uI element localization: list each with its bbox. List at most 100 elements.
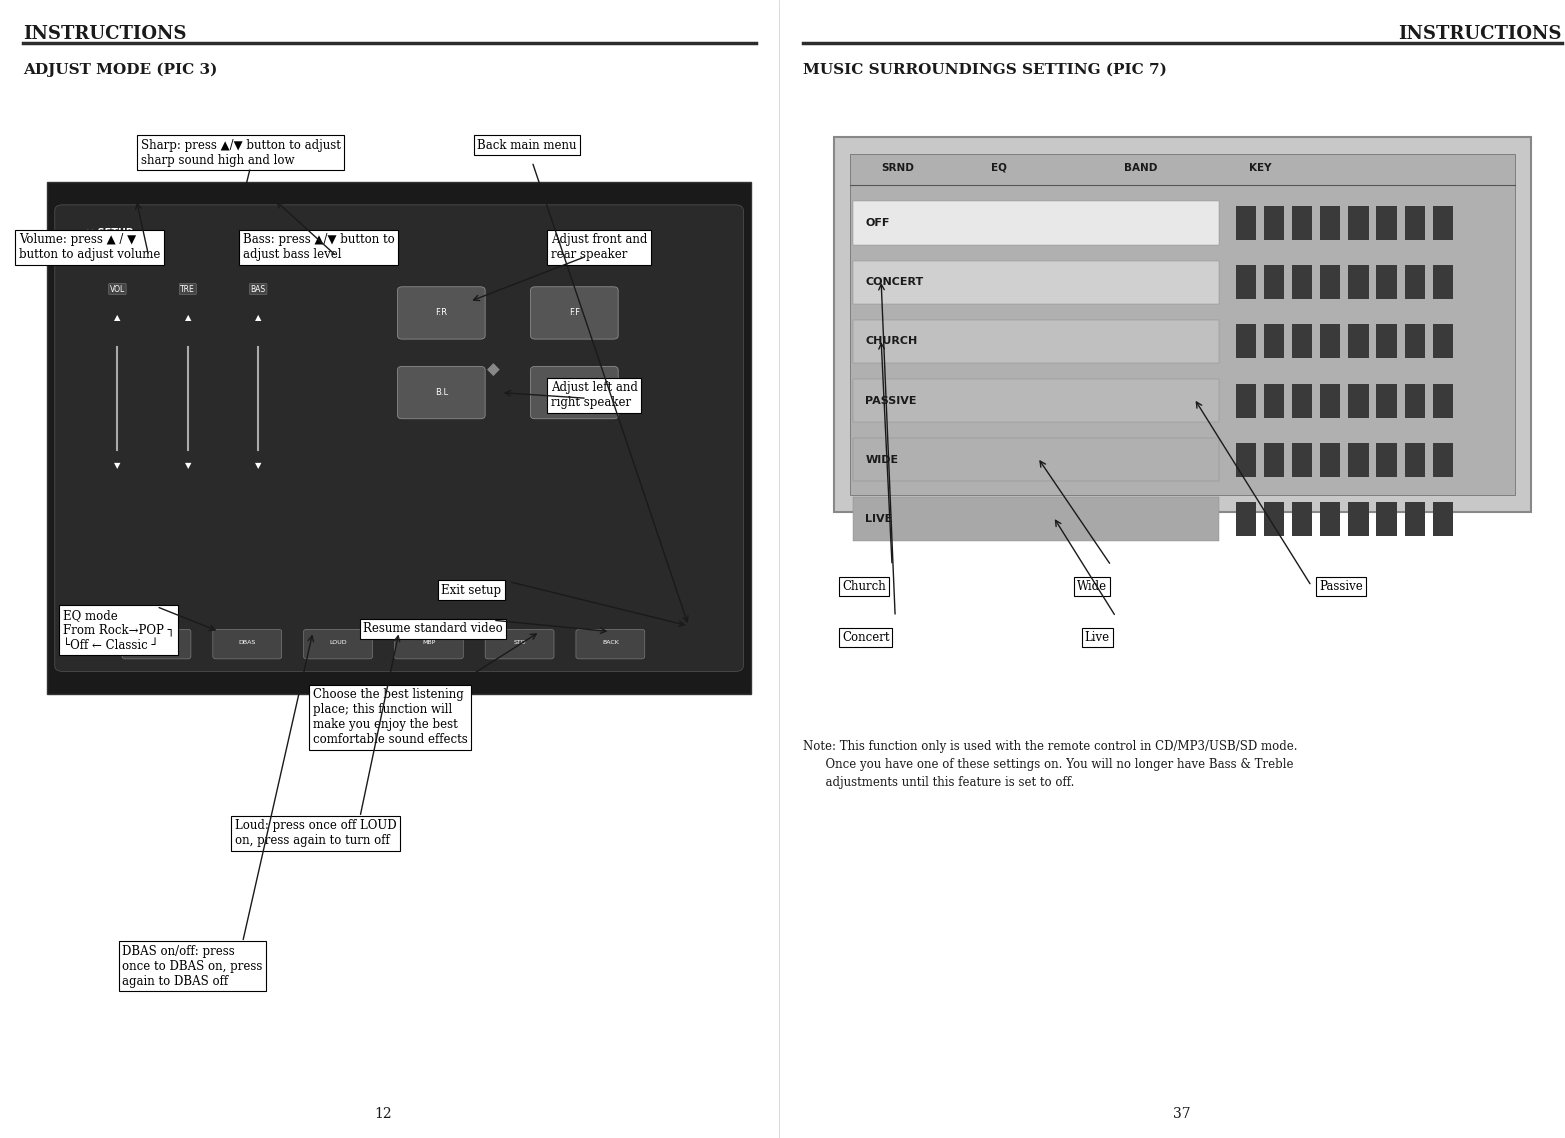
FancyBboxPatch shape xyxy=(1434,206,1452,240)
Text: 37: 37 xyxy=(1172,1107,1191,1121)
FancyBboxPatch shape xyxy=(853,201,1219,245)
Text: ▲: ▲ xyxy=(114,313,121,322)
FancyBboxPatch shape xyxy=(1405,443,1424,477)
Text: Sharp: press ▲/▼ button to adjust
sharp sound high and low: Sharp: press ▲/▼ button to adjust sharp … xyxy=(141,139,341,167)
FancyBboxPatch shape xyxy=(1236,324,1255,358)
FancyBboxPatch shape xyxy=(1347,324,1368,358)
FancyBboxPatch shape xyxy=(1236,384,1255,418)
Text: F.F: F.F xyxy=(568,308,581,318)
Text: PASSIVE: PASSIVE xyxy=(865,396,917,405)
FancyBboxPatch shape xyxy=(531,366,618,419)
Text: Adjust front and
rear speaker: Adjust front and rear speaker xyxy=(551,233,648,262)
Text: LOUD: LOUD xyxy=(329,641,347,645)
Text: VOL: VOL xyxy=(110,284,125,294)
Text: Concert: Concert xyxy=(842,630,889,644)
FancyBboxPatch shape xyxy=(1434,502,1452,536)
Text: Back main menu: Back main menu xyxy=(477,139,577,151)
Text: Resume standard video: Resume standard video xyxy=(363,622,502,635)
FancyBboxPatch shape xyxy=(853,379,1219,422)
Text: MUSIC SURROUNDINGS SETTING (PIC 7): MUSIC SURROUNDINGS SETTING (PIC 7) xyxy=(803,63,1167,76)
Text: TRE: TRE xyxy=(180,284,196,294)
Text: ▼: ▼ xyxy=(114,461,121,470)
Text: INSTRUCTIONS: INSTRUCTIONS xyxy=(1399,25,1562,43)
FancyBboxPatch shape xyxy=(398,366,485,419)
FancyBboxPatch shape xyxy=(1377,384,1398,418)
Text: SRND: SRND xyxy=(881,163,914,173)
Text: ▼: ▼ xyxy=(185,461,191,470)
FancyBboxPatch shape xyxy=(1319,384,1340,418)
FancyBboxPatch shape xyxy=(1236,502,1255,536)
FancyBboxPatch shape xyxy=(1293,324,1311,358)
FancyBboxPatch shape xyxy=(531,287,618,339)
FancyBboxPatch shape xyxy=(576,629,645,659)
Text: Exit setup: Exit setup xyxy=(441,584,501,596)
FancyBboxPatch shape xyxy=(485,629,554,659)
FancyBboxPatch shape xyxy=(1377,324,1398,358)
FancyBboxPatch shape xyxy=(850,154,1515,495)
FancyBboxPatch shape xyxy=(1319,265,1340,299)
Text: MBP: MBP xyxy=(423,641,435,645)
Text: KEY: KEY xyxy=(1249,163,1271,173)
FancyBboxPatch shape xyxy=(1265,443,1283,477)
FancyBboxPatch shape xyxy=(1377,206,1398,240)
Text: B.R: B.R xyxy=(567,388,582,397)
FancyBboxPatch shape xyxy=(1265,206,1283,240)
FancyBboxPatch shape xyxy=(47,182,751,694)
FancyBboxPatch shape xyxy=(1347,206,1368,240)
Text: CHURCH: CHURCH xyxy=(865,337,917,346)
Text: Wide: Wide xyxy=(1077,579,1106,593)
Text: DBAS: DBAS xyxy=(238,641,257,645)
FancyBboxPatch shape xyxy=(1265,502,1283,536)
FancyBboxPatch shape xyxy=(1319,206,1340,240)
FancyBboxPatch shape xyxy=(1319,502,1340,536)
Text: INSTRUCTIONS: INSTRUCTIONS xyxy=(23,25,186,43)
Text: BAS: BAS xyxy=(250,284,266,294)
FancyBboxPatch shape xyxy=(394,629,463,659)
FancyBboxPatch shape xyxy=(1265,324,1283,358)
FancyBboxPatch shape xyxy=(1405,324,1424,358)
Text: BAND: BAND xyxy=(1124,163,1157,173)
FancyBboxPatch shape xyxy=(1293,502,1311,536)
Text: LIVE: LIVE xyxy=(865,514,892,523)
FancyBboxPatch shape xyxy=(1347,502,1368,536)
FancyBboxPatch shape xyxy=(853,438,1219,481)
FancyBboxPatch shape xyxy=(1434,324,1452,358)
Text: Adjust left and
right speaker: Adjust left and right speaker xyxy=(551,381,639,410)
Text: ▼: ▼ xyxy=(255,461,261,470)
FancyBboxPatch shape xyxy=(853,497,1219,541)
FancyBboxPatch shape xyxy=(1265,384,1283,418)
Text: BACK: BACK xyxy=(603,641,618,645)
FancyBboxPatch shape xyxy=(1293,384,1311,418)
FancyBboxPatch shape xyxy=(1319,443,1340,477)
Text: CONCERT: CONCERT xyxy=(865,278,923,287)
FancyBboxPatch shape xyxy=(1434,384,1452,418)
Text: Choose the best listening
place; this function will
make you enjoy the best
comf: Choose the best listening place; this fu… xyxy=(313,688,468,747)
FancyBboxPatch shape xyxy=(1265,265,1283,299)
FancyBboxPatch shape xyxy=(1405,206,1424,240)
FancyBboxPatch shape xyxy=(1293,206,1311,240)
FancyBboxPatch shape xyxy=(122,629,191,659)
FancyBboxPatch shape xyxy=(1405,265,1424,299)
FancyBboxPatch shape xyxy=(1347,265,1368,299)
Text: Live: Live xyxy=(1085,630,1110,644)
Text: DBAS on/off: press
once to DBAS on, press
again to DBAS off: DBAS on/off: press once to DBAS on, pres… xyxy=(122,945,263,988)
Text: WIDE: WIDE xyxy=(865,455,898,464)
Text: OFF: OFF xyxy=(865,218,890,228)
FancyBboxPatch shape xyxy=(1319,324,1340,358)
FancyBboxPatch shape xyxy=(213,629,282,659)
Text: ◆: ◆ xyxy=(487,361,499,379)
FancyBboxPatch shape xyxy=(398,287,485,339)
Text: B.L: B.L xyxy=(435,388,448,397)
Text: ▲: ▲ xyxy=(255,313,261,322)
FancyBboxPatch shape xyxy=(853,320,1219,363)
FancyBboxPatch shape xyxy=(1405,384,1424,418)
FancyBboxPatch shape xyxy=(1236,206,1255,240)
Text: STD: STD xyxy=(513,641,526,645)
Text: EQ mode
From Rock→POP ┐
└Off ← Classic ┘: EQ mode From Rock→POP ┐ └Off ← Classic ┘ xyxy=(63,609,174,652)
FancyBboxPatch shape xyxy=(1377,443,1398,477)
Text: Note: This function only is used with the remote control in CD/MP3/USB/SD mode.
: Note: This function only is used with th… xyxy=(803,740,1297,789)
FancyBboxPatch shape xyxy=(1434,265,1452,299)
Text: Loud: press once off LOUD
on, press again to turn off: Loud: press once off LOUD on, press agai… xyxy=(235,819,396,848)
Text: ADJUST MODE (PIC 3): ADJUST MODE (PIC 3) xyxy=(23,63,218,77)
FancyBboxPatch shape xyxy=(1293,265,1311,299)
